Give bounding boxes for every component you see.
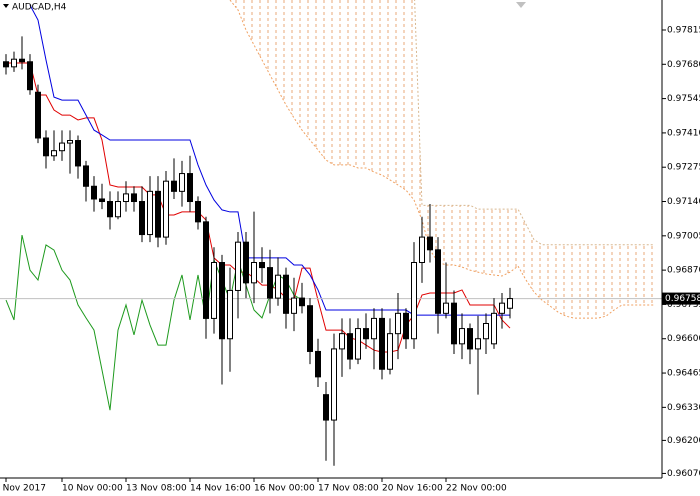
candle-body <box>267 267 273 299</box>
chart-title: AUDCAD,H4 <box>12 3 67 13</box>
candle-body <box>283 274 289 314</box>
candle-body <box>499 302 505 314</box>
candle-body <box>307 305 313 352</box>
candle-body <box>387 333 393 370</box>
candle-body <box>83 165 89 187</box>
candle-body <box>107 201 113 218</box>
candle-body <box>123 193 129 203</box>
candle-body <box>467 328 473 350</box>
candle-body <box>59 142 65 152</box>
candle-body <box>363 328 369 340</box>
candle-body <box>331 348 337 421</box>
candle-body <box>35 91 41 139</box>
candle-body <box>427 236 433 251</box>
candle-body <box>179 173 185 192</box>
candle-body <box>315 350 321 378</box>
indicator-line <box>6 62 511 353</box>
x-tick-label: 14 Nov 16:00 <box>190 484 251 494</box>
candle-body <box>27 61 33 91</box>
candle-body <box>259 262 265 269</box>
candle-body <box>147 190 153 236</box>
candle-body <box>275 274 281 299</box>
y-tick-label: 0.96735 <box>667 300 700 310</box>
candle-body <box>43 137 49 157</box>
x-tick-label: 8 Nov 2017 <box>0 484 46 494</box>
candle-body <box>211 262 217 319</box>
candle-body <box>451 302 457 345</box>
candle-body <box>219 262 225 340</box>
candle-body <box>91 185 97 200</box>
y-tick-label: 0.97005 <box>667 231 700 241</box>
candle-body <box>299 297 305 307</box>
candle-body <box>187 173 193 203</box>
symbol-icon <box>3 4 9 8</box>
candle-body <box>379 317 385 370</box>
candle-body <box>163 180 169 238</box>
candle-body <box>403 312 409 340</box>
candle-body <box>291 297 297 314</box>
x-tick-label: 22 Nov 00:00 <box>446 484 507 494</box>
x-tick-label: 20 Nov 16:00 <box>382 484 443 494</box>
candle-body <box>459 328 465 345</box>
candle-body <box>443 302 449 314</box>
candle-body <box>323 394 329 421</box>
y-tick-label: 0.97815 <box>667 25 700 35</box>
span-line <box>414 0 654 246</box>
candle-body <box>435 249 441 314</box>
candle-body <box>347 333 353 360</box>
candle-body <box>67 140 73 144</box>
candle-body <box>51 150 57 157</box>
candle-body <box>155 190 161 238</box>
candle-body <box>483 322 489 340</box>
current-price-label: 0.96758 <box>665 294 700 304</box>
plot-area <box>0 0 662 466</box>
candle-body <box>203 221 209 319</box>
x-tick-label: 17 Nov 08:00 <box>318 484 379 494</box>
y-tick-label: 0.97545 <box>667 94 700 104</box>
candle-body <box>371 317 377 340</box>
candle-body <box>75 140 81 167</box>
candle-body <box>339 333 345 350</box>
y-tick-label: 0.96465 <box>667 369 700 379</box>
candle-body <box>19 58 25 63</box>
candle-body <box>419 236 425 264</box>
current-price-box <box>662 292 700 305</box>
indicator-line <box>5 234 303 411</box>
y-tick-label: 0.97275 <box>667 163 700 173</box>
x-tick-label: 13 Nov 08:00 <box>126 484 187 494</box>
candle-body <box>11 58 17 68</box>
candle-body <box>395 312 401 335</box>
x-tick-label: 16 Nov 00:00 <box>254 484 315 494</box>
candle-body <box>507 298 513 309</box>
x-tick-label: 10 Nov 00:00 <box>62 484 123 494</box>
candle-body <box>355 328 361 360</box>
candle-body <box>131 193 137 203</box>
candle-body <box>243 241 249 284</box>
shift-marker <box>516 2 526 8</box>
candle-body <box>3 61 9 68</box>
candle-body <box>227 289 233 340</box>
candle-body <box>115 201 121 218</box>
candle-body <box>491 312 497 345</box>
candle-body <box>99 198 105 203</box>
candle-body <box>235 241 241 291</box>
candle-body <box>251 262 257 284</box>
cloud <box>230 0 654 319</box>
candle-body <box>171 180 177 192</box>
candle-body <box>139 201 145 236</box>
candle-body <box>411 262 417 340</box>
candle-body <box>195 201 201 223</box>
span-line <box>229 0 654 319</box>
candle-body <box>475 338 481 350</box>
